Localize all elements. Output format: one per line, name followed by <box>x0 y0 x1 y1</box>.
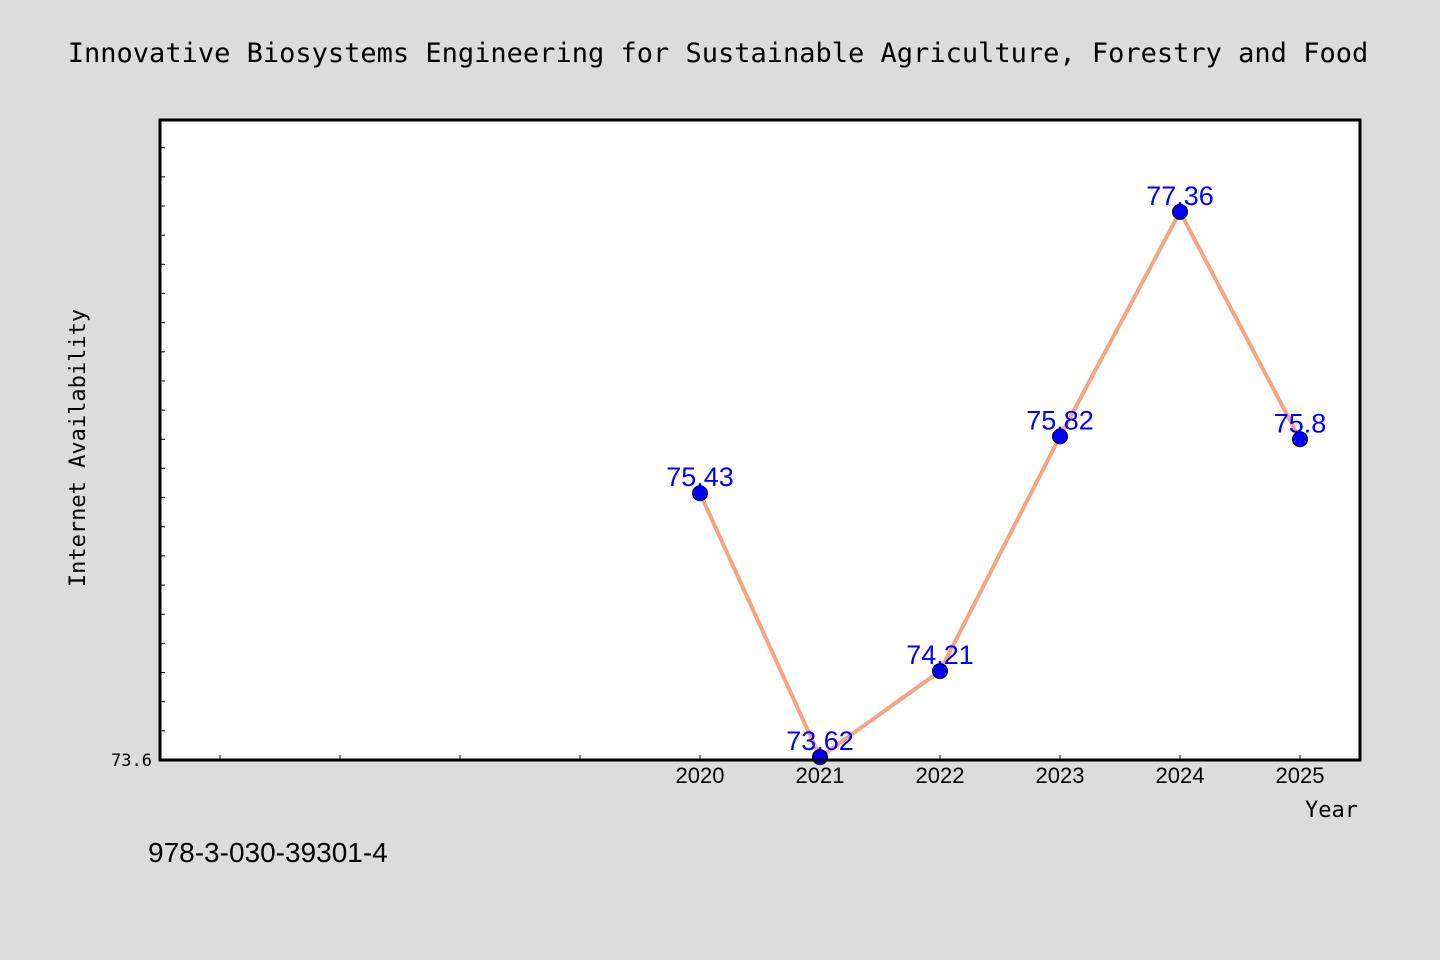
y-tick-label: 73.6 <box>111 751 152 771</box>
data-point <box>1292 431 1308 448</box>
x-tick-label: 2025 <box>1276 763 1325 788</box>
chart-title: Innovative Biosystems Engineering for Su… <box>68 38 1368 69</box>
plot-frame <box>158 118 1362 762</box>
data-label: 75.43 <box>666 462 734 492</box>
y-tick-labels: 73.6 <box>111 751 152 771</box>
data-label: 75.82 <box>1026 405 1094 435</box>
x-tick-labels: 2020 2021 2022 2023 2024 2025 <box>676 763 1325 788</box>
x-axis-title: Year <box>1305 798 1358 823</box>
x-tick-label: 2023 <box>1036 763 1085 788</box>
x-tick-label: 2024 <box>1156 763 1205 788</box>
x-tick-label: 2021 <box>796 763 845 788</box>
plot-area <box>160 120 1360 760</box>
data-labels: 75.43 73.62 74.21 75.82 77.36 75.8 <box>666 181 1326 756</box>
data-point <box>1172 203 1188 220</box>
data-label: 77.36 <box>1146 181 1214 211</box>
y-axis-title: Internet Availability <box>66 309 91 587</box>
data-point <box>1052 428 1068 445</box>
data-point <box>692 485 708 502</box>
series-line <box>698 209 1302 760</box>
x-tick-label: 2022 <box>916 763 965 788</box>
data-point <box>932 663 948 680</box>
x-tick-label: 2020 <box>676 763 725 788</box>
data-label: 74.21 <box>906 640 974 670</box>
data-label: 73.62 <box>786 726 854 756</box>
data-label: 75.8 <box>1274 408 1327 438</box>
isbn-footer: 978-3-030-39301-4 <box>148 837 388 868</box>
